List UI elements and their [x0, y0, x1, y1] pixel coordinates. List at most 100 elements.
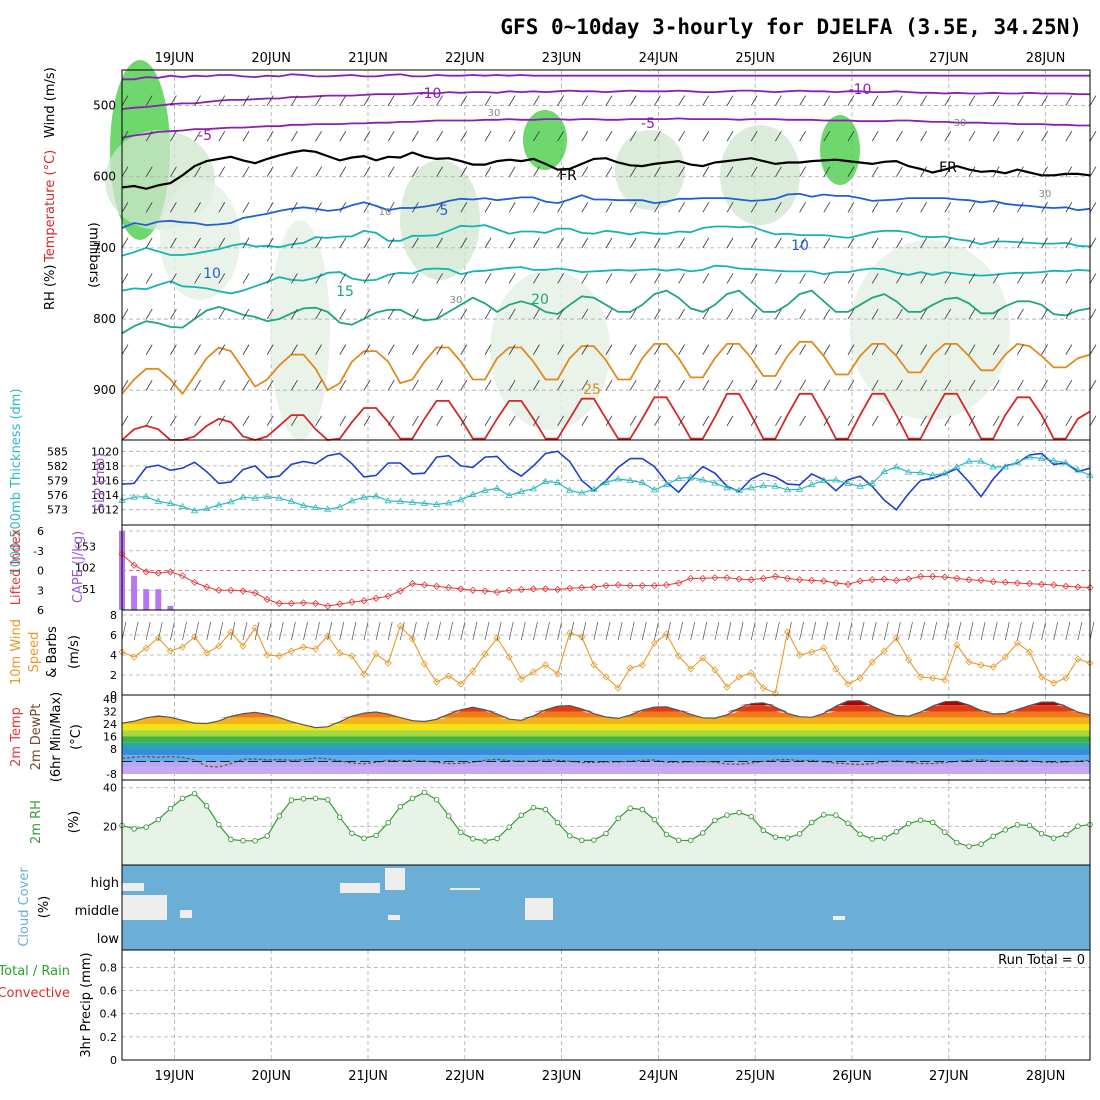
li-marker: [626, 582, 634, 590]
rh-marker: [978, 841, 984, 847]
li-marker: [372, 594, 380, 602]
wind-barb: [557, 621, 562, 641]
wind-barb: [823, 308, 831, 320]
cloud-gap: [525, 898, 553, 920]
rh-marker: [869, 836, 875, 842]
cloud-fill: [122, 865, 1090, 950]
wind-barb: [944, 237, 952, 249]
axis-label: 2m Temp: [9, 707, 24, 767]
wind-barb: [654, 621, 659, 641]
li-marker: [191, 578, 199, 586]
wind-barb: [968, 130, 976, 142]
thickness-marker: [1037, 454, 1046, 461]
wind-barb: [992, 95, 1000, 106]
li-marker: [566, 584, 574, 592]
wind-barb: [920, 202, 927, 213]
wind-barb: [968, 273, 976, 284]
wind-barb: [291, 415, 298, 426]
rh-marker: [542, 806, 549, 813]
contour-label: 15: [336, 284, 354, 300]
wind-barb: [484, 130, 492, 142]
wind-barb: [799, 166, 806, 177]
x-tick-label: 26JUN: [832, 51, 872, 66]
wind-barb: [629, 379, 637, 391]
wind-barb: [170, 621, 175, 641]
wind-barb: [605, 621, 611, 641]
thickness-marker: [977, 457, 985, 464]
li-marker: [324, 602, 332, 610]
wind-barb: [121, 308, 129, 320]
rh-marker: [712, 817, 718, 824]
wind-barb: [1017, 415, 1024, 426]
wind-barb: [896, 344, 903, 355]
contour-label: FR: [559, 168, 577, 184]
wind-barb: [702, 130, 710, 142]
wind-barb: [920, 379, 927, 391]
li-marker: [384, 592, 392, 600]
wind-marker: [348, 652, 356, 660]
li-marker: [856, 577, 864, 585]
rh-marker: [361, 835, 367, 842]
wind-barb: [387, 130, 395, 142]
wind-barb: [387, 621, 393, 641]
wind-barb: [678, 166, 685, 177]
wind-barb: [363, 379, 371, 391]
wind-barb: [908, 621, 913, 641]
wind-barb: [629, 621, 635, 641]
wind-marker: [917, 673, 925, 681]
wind-marker: [445, 672, 453, 680]
contour-line: [121, 149, 1091, 190]
rh-area: [122, 792, 1090, 865]
wind-barb: [762, 621, 768, 641]
y-tick-label: -8: [106, 768, 117, 781]
thickness-marker: [626, 476, 634, 483]
y-tick-label: 1014: [91, 489, 119, 502]
y-tick-label: 6: [37, 604, 44, 617]
li-marker: [650, 582, 658, 590]
wind-barb: [387, 273, 395, 284]
rh-marker: [409, 795, 416, 802]
rh-shade: [400, 160, 480, 280]
wind-barb: [424, 621, 429, 641]
wind-barb: [291, 95, 298, 106]
wind-barb: [266, 166, 274, 177]
wind-marker: [602, 673, 610, 681]
wind-barb: [1041, 273, 1048, 284]
axis-label: CAPE (J/kg): [71, 531, 86, 603]
rh-marker: [421, 789, 428, 796]
wind-marker: [1038, 673, 1046, 681]
wind-barb: [992, 344, 1000, 355]
wind-barb: [968, 166, 976, 177]
wind-barb: [387, 415, 395, 426]
contour-label: 10: [203, 266, 221, 282]
thickness-marker: [795, 485, 804, 492]
y-tick-label: 800: [93, 312, 116, 326]
x-tick-label: 25JUN: [735, 51, 775, 66]
thickness-marker: [1013, 458, 1022, 465]
li-marker: [469, 586, 477, 594]
rh-marker: [1075, 823, 1081, 829]
wind-barb: [605, 273, 613, 284]
li-marker: [396, 587, 404, 595]
wind-marker: [215, 642, 223, 650]
wind-barb: [968, 344, 976, 355]
y-tick-label: 576: [47, 489, 68, 502]
wind-barb: [1017, 237, 1024, 249]
rh-marker: [458, 829, 464, 836]
li-marker: [251, 589, 259, 597]
y-tick-label: 20: [103, 820, 117, 833]
axis-label: (millibars): [86, 222, 101, 288]
wind-barb: [206, 621, 212, 641]
wind-barb: [484, 237, 492, 249]
rh-marker: [591, 837, 597, 843]
wind-barb: [170, 308, 177, 320]
rh2m-panel: 40 20 2m RH (%): [29, 780, 1093, 865]
temp-band: [122, 742, 1090, 749]
bottom-x-axis: 19JUN 20JUN 21JUN 22JUN 23JUN 24JUN 25JUN 26JUN…: [155, 1069, 1066, 1084]
li-marker: [953, 574, 961, 582]
wind-barb: [702, 415, 710, 426]
wind-barb: [678, 308, 685, 320]
wind-barb: [387, 237, 395, 249]
wind-barb: [799, 95, 806, 106]
wind-barb: [811, 621, 817, 641]
